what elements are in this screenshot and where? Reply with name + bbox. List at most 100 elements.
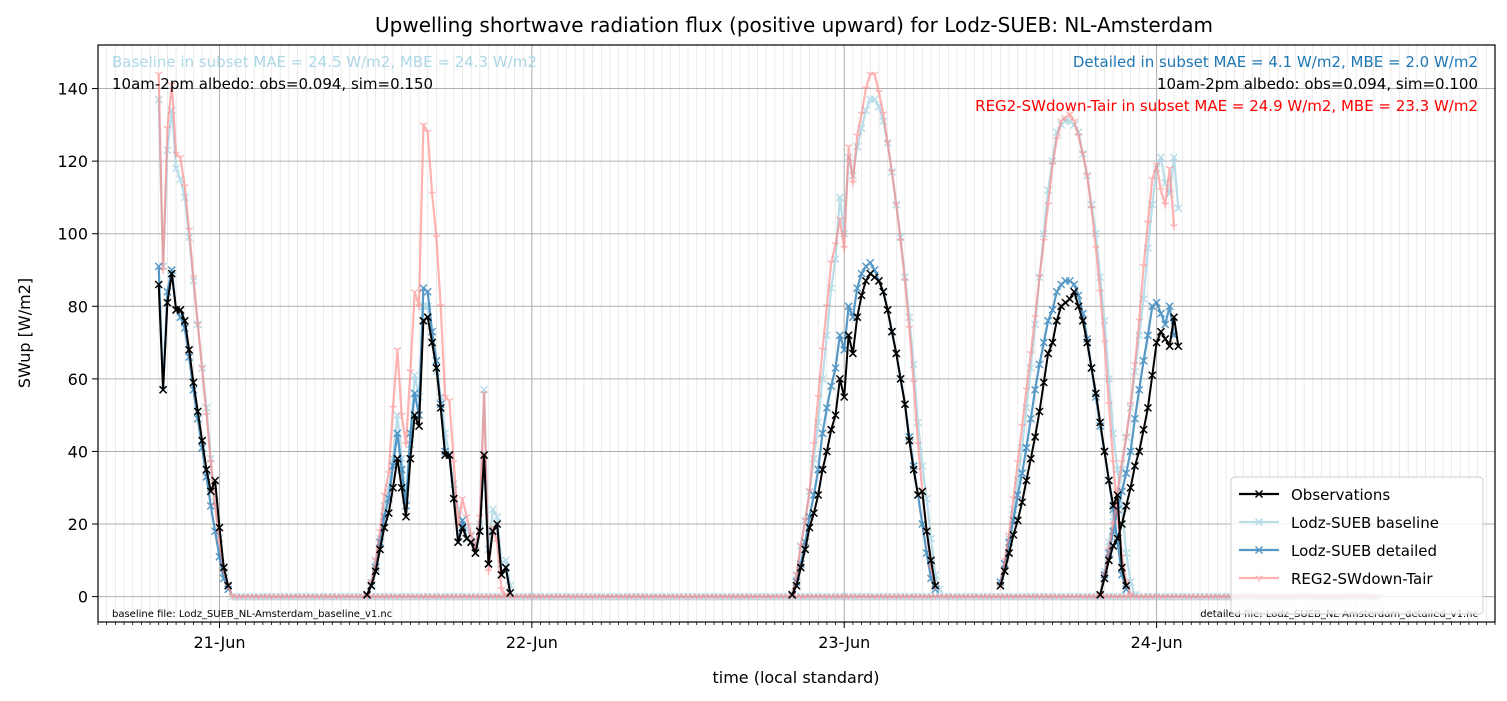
data-point [1126, 592, 1135, 599]
data-point [1083, 173, 1091, 180]
data-point [189, 378, 198, 387]
data-point [1117, 563, 1126, 572]
data-point [1096, 418, 1105, 427]
data-point [870, 95, 879, 104]
data-point [823, 303, 831, 311]
data-point [415, 303, 423, 311]
y-tick-label: 60 [68, 370, 88, 389]
data-point [449, 494, 458, 503]
legend-item-swatch [1239, 489, 1279, 499]
data-point [1087, 363, 1096, 373]
data-point [1165, 302, 1174, 311]
legend-box [1230, 476, 1484, 615]
series-line [366, 316, 512, 596]
data-point [1009, 496, 1018, 503]
data-point [458, 523, 467, 532]
data-point [471, 549, 480, 558]
data-point [467, 538, 476, 547]
series-line [1099, 163, 1176, 596]
data-point [1122, 469, 1131, 478]
data-point [1156, 327, 1165, 336]
legend-label: Lodz-SUEB detailed [1291, 542, 1437, 560]
data-point [818, 465, 827, 474]
data-point [844, 331, 853, 340]
legend-label: REG2-SWdown-Tair [1291, 570, 1433, 588]
data-point [1152, 298, 1161, 307]
data-point [801, 545, 810, 554]
legend-label: Observations [1291, 486, 1390, 504]
reg2-stats-text: REG2-SWdown-Tair in subset MAE = 24.9 W/… [975, 97, 1478, 115]
data-point [428, 191, 436, 198]
data-point [202, 412, 211, 420]
data-point [167, 269, 176, 278]
data-point [1118, 459, 1126, 467]
data-point [900, 400, 909, 409]
data-point [857, 269, 866, 278]
data-point [384, 470, 393, 478]
data-point [1031, 432, 1040, 441]
legend-marker [1254, 545, 1264, 555]
data-point [441, 394, 449, 402]
data-point [849, 180, 857, 187]
data-point [909, 465, 918, 474]
detailed-albedo-text: 10am-2pm albedo: obs=0.094, sim=0.100 [1157, 75, 1478, 93]
data-point [1078, 316, 1087, 325]
data-point [397, 412, 406, 420]
data-point [185, 227, 193, 235]
data-point [1031, 385, 1040, 394]
data-point [410, 389, 419, 398]
data-point [154, 280, 163, 289]
data-point [1053, 136, 1061, 144]
data-point [805, 488, 814, 496]
data-point [862, 85, 870, 93]
legend: Observations Lodz-SUEB baseline Lodz-SUEB … [1230, 476, 1484, 615]
data-point [380, 492, 389, 499]
data-point [215, 523, 224, 532]
data-point [488, 505, 497, 514]
data-point [914, 441, 922, 449]
x-tick-label: 21-Jun [193, 633, 245, 652]
series-layer [154, 71, 1382, 601]
data-point [1113, 490, 1122, 500]
data-point [1100, 340, 1109, 347]
data-point [1104, 556, 1113, 565]
data-point [887, 327, 896, 336]
data-point [866, 258, 875, 267]
data-point [1126, 401, 1135, 409]
data-point [219, 563, 228, 572]
data-point [809, 509, 818, 518]
data-point [931, 581, 940, 590]
data-point [497, 570, 506, 579]
y-axis-ticks: 0 20 40 60 80 100 120 140 [57, 80, 98, 607]
data-point [1039, 378, 1048, 387]
data-point [874, 276, 883, 285]
data-point [1022, 443, 1031, 452]
data-point [861, 276, 870, 285]
y-tick-label: 20 [68, 515, 88, 534]
data-point [996, 581, 1005, 590]
data-point [502, 592, 510, 599]
data-point [1122, 501, 1131, 510]
data-point [827, 425, 836, 434]
data-point [180, 183, 189, 191]
data-point [831, 363, 840, 373]
data-point [857, 111, 866, 118]
data-point [1156, 153, 1165, 162]
detailed-stats-text: Detailed in subset MAE = 4.1 W/m2, MBE =… [1073, 53, 1478, 71]
data-point [480, 390, 488, 398]
data-point [393, 411, 402, 420]
data-point [1044, 202, 1052, 209]
data-point [384, 509, 393, 518]
data-point [1070, 280, 1079, 289]
data-point [879, 111, 888, 118]
series-line [791, 72, 937, 596]
data-point [1048, 338, 1057, 347]
data-point [896, 238, 905, 245]
data-point [410, 411, 419, 420]
data-point [1005, 549, 1014, 558]
data-point [883, 140, 892, 147]
data-point [1148, 371, 1157, 380]
data-point [1143, 403, 1152, 412]
legend-marker [1254, 489, 1264, 499]
data-point [892, 349, 901, 358]
